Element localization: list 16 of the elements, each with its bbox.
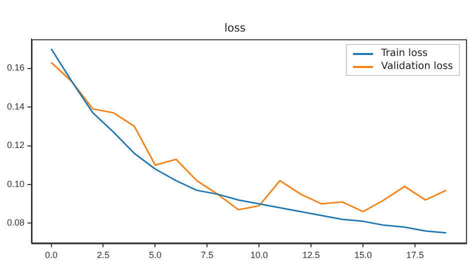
y-tick-label: 0.12: [6, 140, 25, 150]
legend-label: Train loss: [381, 48, 428, 60]
x-tick-label: 5.0: [148, 250, 162, 260]
x-tick-label: 7.5: [200, 250, 214, 260]
y-tick-label: 0.14: [6, 101, 25, 112]
x-tick-label: 17.5: [406, 250, 424, 260]
x-tick-label: 15.0: [354, 250, 372, 260]
x-tick-label: 0.0: [45, 250, 58, 260]
x-tick-label: 12.5: [302, 250, 320, 260]
x-tick-label: 10.0: [250, 250, 268, 260]
chart-title: loss: [224, 21, 246, 34]
y-tick-label: 0.08: [6, 218, 25, 228]
legend-label: Validation loss: [381, 61, 453, 72]
x-tick-label: 2.5: [96, 250, 110, 260]
y-tick-label: 0.16: [6, 62, 25, 73]
y-tick-label: 0.10: [6, 178, 25, 189]
